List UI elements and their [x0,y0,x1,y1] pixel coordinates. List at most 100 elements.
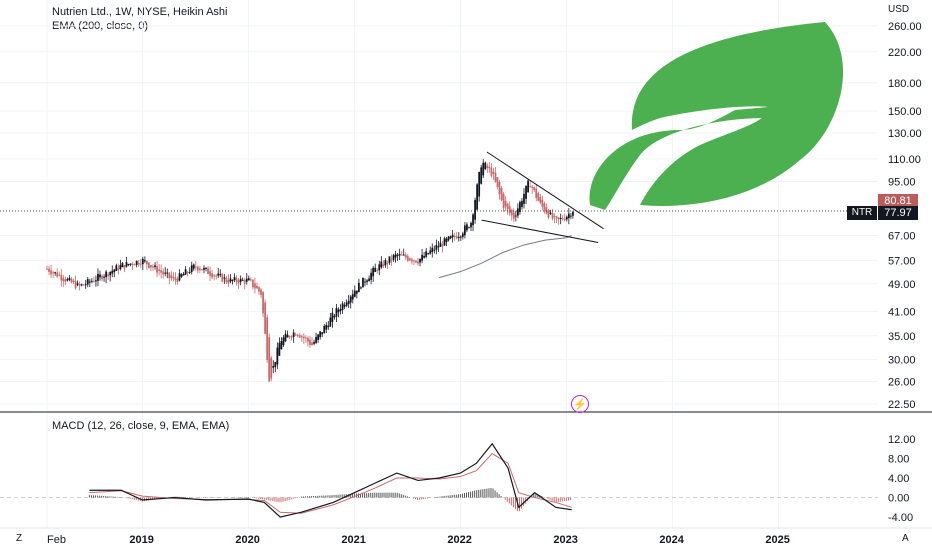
candle-body [137,262,140,265]
candle-body [274,361,277,367]
price-tick-label: 22.50 [888,399,916,411]
candle-body [523,193,525,204]
candle-body [525,185,527,199]
candle-body [284,333,287,342]
candle-body [349,296,352,303]
candle-body [386,262,389,264]
candle-body [435,245,438,250]
candle-body [512,212,515,219]
candle-body [180,274,183,277]
candle-body [50,270,52,275]
candle-body [339,309,342,311]
candle-body [531,186,534,188]
candle-body [533,187,536,191]
candle-body [46,268,48,270]
candle-body [449,236,452,239]
candle-body [404,254,407,258]
candle-body [190,265,193,273]
candle-body [97,273,99,281]
candle-body [468,227,470,229]
candle-body [329,317,332,327]
candle-body [184,269,187,275]
candle-body [88,281,91,283]
lightning-icon[interactable]: ⚡ [571,395,589,413]
candle-body [476,184,479,210]
candle-body [408,258,411,261]
candle-body [113,269,116,273]
candle-body [60,274,63,281]
candle-body [506,203,509,210]
candle-body [56,272,59,277]
candle-body [243,280,246,284]
candle-body [127,264,130,266]
candle-body [549,212,552,214]
candle-body [99,274,101,278]
candle-body [406,256,409,261]
candle-body [186,271,189,273]
candle-body [160,270,163,273]
time-tick-label: 2025 [765,534,789,546]
candle-body [115,265,118,271]
currency-label: USD [888,4,910,15]
candle-body [451,234,454,238]
candle-body [376,269,379,271]
candle-body [125,262,128,267]
candle-body [327,325,330,328]
candle-body [459,236,462,238]
candle-body [425,251,428,257]
candle-body [463,225,466,236]
candle-body [215,275,218,277]
candle-body [380,261,383,268]
candle-body [294,334,297,336]
time-tick-label: 2019 [129,534,153,546]
candle-body [217,273,220,276]
leaf-logo-icon [589,22,844,210]
candle-body [70,278,73,283]
candle-body [150,265,152,268]
candle-body [282,337,285,346]
candle-body [239,278,242,282]
candle-body [492,171,495,174]
candle-body [251,279,254,288]
candle-body [276,347,279,365]
candle-body [241,279,244,281]
time-tick-label: 2023 [553,534,577,546]
candle-body [152,266,154,268]
candle-body [235,278,238,282]
macd-pane [0,442,878,518]
candle-body [260,289,262,295]
candle-body [105,271,108,278]
candle-body [156,266,158,273]
macd-title[interactable]: MACD (12, 26, close, 9, EMA, EMA) [52,420,230,432]
last-price-badge: 77.97 [878,206,918,220]
chart-title: Nutrien Ltd., 1W, NYSE, Heikin Ashi [52,6,228,18]
candle-body [111,270,114,274]
candle-body [370,272,373,280]
candle-body [205,267,207,269]
candle-body [494,172,497,182]
candle-body [480,167,483,184]
candle-body [209,271,211,276]
candle-body [166,272,169,274]
zoom-icon[interactable]: Z [16,533,23,544]
candle-body [313,342,315,344]
price-tick-label: 180.00 [888,78,922,90]
candle-body [247,278,250,281]
candle-body [357,282,360,293]
candle-body [510,209,513,216]
candle-body [508,206,511,214]
candle-body [133,264,136,266]
candle-body [266,317,269,361]
candle-body [135,260,138,265]
candle-body [207,268,209,274]
candle-body [64,279,67,282]
candle-body [372,267,375,277]
candle-body [129,263,132,265]
time-tick-label: 2024 [659,534,684,546]
candle-body [423,255,426,258]
auto-scale-icon[interactable]: A [902,533,909,544]
candle-body [472,214,474,226]
candle-body [461,233,464,237]
candle-body [337,309,340,313]
